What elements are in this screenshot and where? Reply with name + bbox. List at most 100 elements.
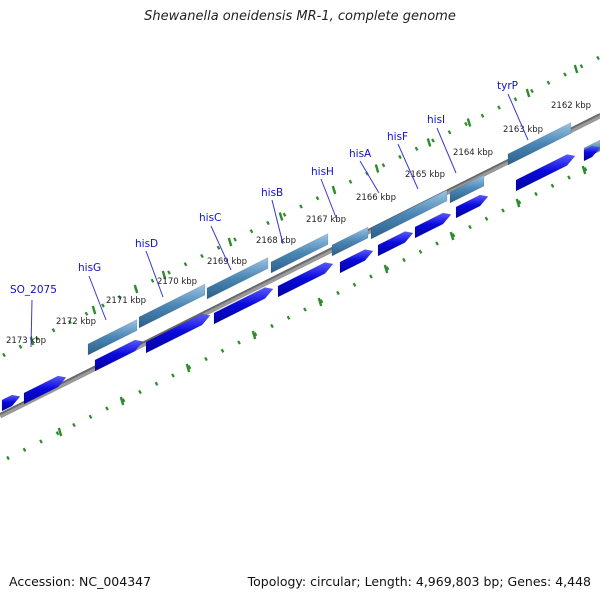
kbp-label: 2171 kbp: [106, 296, 146, 306]
tick-dot: [282, 212, 287, 217]
kbp-label: 2168 kbp: [256, 236, 296, 246]
tick-dot: [35, 336, 39, 341]
major-tick: [383, 264, 389, 274]
cds-arrow-reverse[interactable]: [145, 313, 211, 354]
tick-dot: [468, 224, 472, 230]
gene-label-tyrp[interactable]: tyrP: [497, 80, 518, 92]
tick-dot: [204, 356, 208, 362]
gene-features: [1, 122, 600, 412]
tick-dot: [216, 245, 221, 250]
kbp-label: 2173 kbp: [6, 336, 46, 346]
cds-block-forward[interactable]: [449, 174, 485, 204]
gene-leader-line: [359, 160, 380, 194]
tick-dot: [534, 191, 538, 197]
tick-dot: [579, 64, 584, 69]
upper-tick-track: [2, 55, 600, 358]
gene-label-hisa[interactable]: hisA: [349, 148, 372, 160]
cds-arrow-reverse[interactable]: [515, 154, 576, 192]
cds-block-forward[interactable]: [206, 257, 269, 300]
tick-dot: [237, 340, 241, 345]
gene-label-hisd[interactable]: hisD: [135, 238, 158, 250]
tick-dot: [484, 216, 489, 221]
gene-label-hisi[interactable]: hisI: [427, 114, 445, 126]
tick-dot: [550, 183, 555, 188]
cds-arrow-reverse[interactable]: [339, 249, 374, 274]
tick-dot: [352, 282, 357, 287]
kbp-label: 2172 kbp: [56, 317, 96, 327]
kbp-label: 2170 kbp: [157, 277, 197, 287]
major-tick: [185, 363, 191, 373]
tick-dot: [431, 138, 435, 143]
tick-dot: [451, 233, 456, 238]
tick-dot: [220, 348, 225, 353]
gene-label-so_2075[interactable]: SO_2075: [10, 284, 57, 296]
cds-block-forward[interactable]: [138, 283, 206, 329]
tick-dot: [51, 328, 56, 333]
tick-dot: [480, 113, 485, 118]
cds-arrow-reverse[interactable]: [23, 375, 67, 405]
genome-summary-text: Topology: circular; Length: 4,969,803 bp…: [247, 574, 591, 589]
tick-dot: [418, 249, 423, 254]
cds-arrow-reverse[interactable]: [377, 231, 414, 257]
cds-arrow-reverse[interactable]: [583, 145, 600, 162]
gene-label-hish[interactable]: hisH: [311, 166, 334, 178]
kbp-label: 2165 kbp: [405, 170, 445, 180]
cds-arrow-reverse[interactable]: [213, 287, 274, 325]
cds-block-forward[interactable]: [331, 226, 369, 257]
tick-dot: [55, 431, 60, 436]
cds-arrow-reverse[interactable]: [414, 212, 452, 239]
major-tick: [426, 138, 432, 147]
gene-leader-line: [88, 275, 107, 321]
tick-dot: [18, 344, 23, 349]
gene-leader-line: [397, 143, 419, 190]
tick-dot: [530, 88, 534, 94]
tick-dot: [249, 229, 254, 234]
accession-text: Accession: NC_004347: [9, 574, 152, 589]
cds-arrow-reverse[interactable]: [94, 339, 144, 372]
cds-arrow-reverse[interactable]: [1, 394, 21, 412]
kbp-label: 2163 kbp: [503, 125, 543, 135]
tick-dot: [348, 179, 353, 184]
major-tick: [119, 396, 125, 406]
map-title: Shewanella oneidensis MR-1, complete gen…: [144, 9, 456, 24]
cds-arrow-reverse[interactable]: [277, 262, 334, 298]
tick-dot: [464, 121, 468, 127]
tick-dot: [517, 200, 522, 205]
tick-dot: [200, 253, 204, 259]
major-tick: [581, 165, 587, 175]
cds-block-forward[interactable]: [87, 319, 138, 356]
tick-dot: [167, 270, 171, 275]
gene-leader-line: [30, 299, 33, 348]
cds-block-forward[interactable]: [507, 122, 572, 166]
gene-label-hisb[interactable]: hisB: [261, 187, 283, 199]
major-tick: [515, 198, 521, 208]
gene-label-hisc[interactable]: hisC: [199, 212, 221, 224]
cds-block-forward[interactable]: [270, 233, 329, 274]
tick-dot: [369, 274, 373, 279]
tick-dot: [303, 307, 307, 312]
gene-leader-line: [210, 225, 232, 271]
tick-dot: [154, 381, 159, 386]
cds-block-forward[interactable]: [370, 189, 448, 240]
tick-dot: [583, 167, 588, 172]
major-tick: [57, 427, 63, 437]
tick-dot: [315, 196, 320, 201]
tick-dot: [567, 175, 571, 180]
major-tick: [374, 164, 380, 173]
gene-leader-line: [507, 93, 529, 141]
major-tick: [525, 88, 531, 98]
tick-marks: [2, 55, 600, 461]
tick-dot: [270, 323, 274, 329]
tick-dot: [84, 311, 89, 316]
tick-dot: [138, 389, 142, 395]
tick-dot: [2, 352, 6, 358]
tick-dot: [22, 447, 27, 452]
gene-label-hisg[interactable]: hisG: [78, 262, 101, 274]
major-tick: [161, 270, 167, 280]
tick-dot: [596, 55, 600, 61]
gene-leader-line: [271, 199, 284, 245]
gene-label-hisf[interactable]: hisF: [387, 131, 408, 143]
cds-arrow-reverse[interactable]: [455, 194, 489, 219]
tick-dot: [402, 257, 406, 263]
